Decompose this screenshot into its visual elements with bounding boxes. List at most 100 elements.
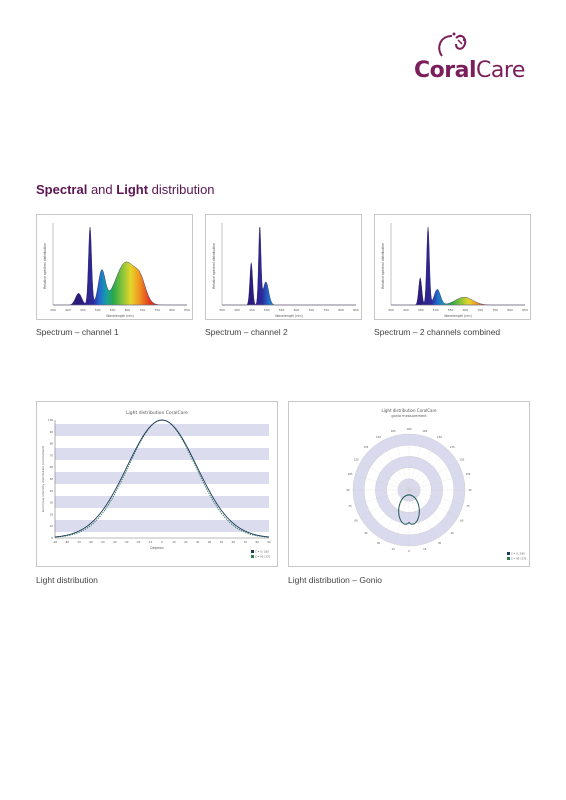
title-distribution: distribution <box>151 182 215 197</box>
legend-label: C = 90 / 270 <box>255 556 271 559</box>
y-axis-label: Luminous intensity distribution (normali… <box>41 446 45 512</box>
x-axis-label: Wavelength (nm) <box>106 314 134 318</box>
legend-swatch <box>251 555 254 558</box>
y-tick-label: 40 <box>50 489 54 493</box>
gonio-chart: Light distribution CoralCare gonio measur… <box>288 401 530 567</box>
chart-title: Light distribution CoralCare <box>381 408 437 413</box>
polar-spoke <box>408 489 449 530</box>
y-tick-label: 60 <box>50 465 54 469</box>
polar-angle-label: 120 <box>459 458 464 462</box>
x-tick-label: 30 <box>196 540 200 544</box>
polar-spoke <box>369 489 410 530</box>
x-tick-label: 500 <box>264 308 270 312</box>
x-tick-label: 800 <box>507 308 513 312</box>
polar-angle-label: 60 <box>355 519 359 523</box>
polar-angle-label: 75 <box>466 504 470 508</box>
series-c0-180-line <box>398 494 420 525</box>
y-tick-label: 100 <box>48 418 53 422</box>
x-tick-label: 450 <box>418 308 424 312</box>
x-tick-label: 300 <box>388 308 394 312</box>
polar-angle-label: 135 <box>363 445 368 449</box>
x-axis-label: Degrees <box>150 546 164 550</box>
x-tick-label: 40 <box>208 540 212 544</box>
coralcare-logo: CoralCare <box>414 30 544 90</box>
polar-angle-label: 45 <box>450 531 454 535</box>
x-tick-label: 80 <box>255 540 259 544</box>
polar-spoke <box>360 489 410 519</box>
x-tick-label: 750 <box>323 308 329 312</box>
x-tick-label: -40 <box>112 540 117 544</box>
polar-angle-label: 0 <box>408 549 410 553</box>
y-tick-label: 80 <box>50 442 54 446</box>
caption-spectrum-combined: Spectrum – 2 channels combined <box>374 327 501 337</box>
coral-emblem-icon <box>438 32 467 57</box>
y-axis-label: Relative spectral distribution <box>43 243 47 289</box>
title-light: Light <box>116 182 149 197</box>
x-tick-label: 850 <box>353 308 359 312</box>
x-tick-label: -50 <box>100 540 105 544</box>
x-tick-label: 500 <box>433 308 439 312</box>
legend-swatch <box>507 557 510 560</box>
x-tick-label: 400 <box>65 308 71 312</box>
x-tick-label: 550 <box>448 308 454 312</box>
x-tick-label: 300 <box>50 308 56 312</box>
x-tick-label: 750 <box>492 308 498 312</box>
polar-angle-label: 165 <box>422 429 427 433</box>
polar-angle-label: 90 <box>468 488 472 492</box>
polar-angle-label: 120 <box>354 458 359 462</box>
polar-spoke <box>380 489 410 539</box>
page-title: Spectral and Light distribution <box>36 182 215 197</box>
spectrum-plot: 300 400 450 500 550 600 700 750 800 850 Wavelength… <box>381 223 528 318</box>
x-tick-label: 700 <box>139 308 145 312</box>
legend-swatch <box>251 550 254 553</box>
title-and: and <box>90 182 113 197</box>
x-axis-label: Wavelength (nm) <box>275 314 303 318</box>
y-tick-label: 20 <box>50 512 54 516</box>
x-tick-label: 550 <box>279 308 285 312</box>
x-tick-label: 10 <box>172 540 176 544</box>
polar-angle-label: 30 <box>377 541 381 545</box>
legend-label: C = 0 / 180 <box>255 551 269 554</box>
polar-spoke <box>408 461 458 491</box>
polar-angle-label: 75 <box>348 504 352 508</box>
x-tick-label: 750 <box>154 308 160 312</box>
x-tick-label: 0 <box>161 540 163 544</box>
polar-spoke <box>360 461 410 491</box>
polar-spoke <box>380 441 410 491</box>
polar-angle-label: 30 <box>438 541 442 545</box>
y-tick-label: 50 <box>50 477 54 481</box>
x-tick-label: 600 <box>125 308 131 312</box>
series-c90-270-line <box>54 419 270 538</box>
x-tick-label: 70 <box>244 540 248 544</box>
x-tick-label: 800 <box>338 308 344 312</box>
grid-band <box>55 496 269 508</box>
x-tick-label: -70 <box>77 540 82 544</box>
title-spectral: Spectral <box>36 182 88 197</box>
x-tick-label: 600 <box>294 308 300 312</box>
spectrum-plot: 300 400 450 500 550 600 700 750 800 850 Wavelength… <box>212 223 359 318</box>
x-tick-label: -60 <box>89 540 94 544</box>
spectrum-curve <box>53 226 187 306</box>
spectrum-chart-channel-2: 300 400 450 500 550 600 700 750 800 850 Wavelength… <box>205 214 362 320</box>
light-distribution-chart: Light distribution CoralCare Degrees Lumin… <box>36 401 278 567</box>
x-axis-label: Wavelength (nm) <box>444 314 472 318</box>
polar-spoke <box>408 435 424 491</box>
polar-spoke <box>369 450 410 491</box>
polar-spoke <box>408 475 464 491</box>
grid-band <box>55 472 269 484</box>
x-tick-label: 800 <box>169 308 175 312</box>
x-tick-label: 700 <box>308 308 314 312</box>
x-tick-label: -10 <box>148 540 153 544</box>
legend-label: C = 0 / 180 <box>511 553 525 556</box>
x-tick-label: 400 <box>403 308 409 312</box>
polar-angle-label: 45 <box>364 531 368 535</box>
y-tick-label: 10 <box>50 524 54 528</box>
x-tick-label: -20 <box>136 540 141 544</box>
x-tick-label: 700 <box>477 308 483 312</box>
x-tick-label: -90 <box>53 540 58 544</box>
polar-spoke <box>408 489 464 505</box>
y-tick-label: 30 <box>50 501 54 505</box>
polar-angle-label: 105 <box>348 472 353 476</box>
polar-angle-label: 15 <box>423 547 427 551</box>
grid-band <box>55 424 269 436</box>
